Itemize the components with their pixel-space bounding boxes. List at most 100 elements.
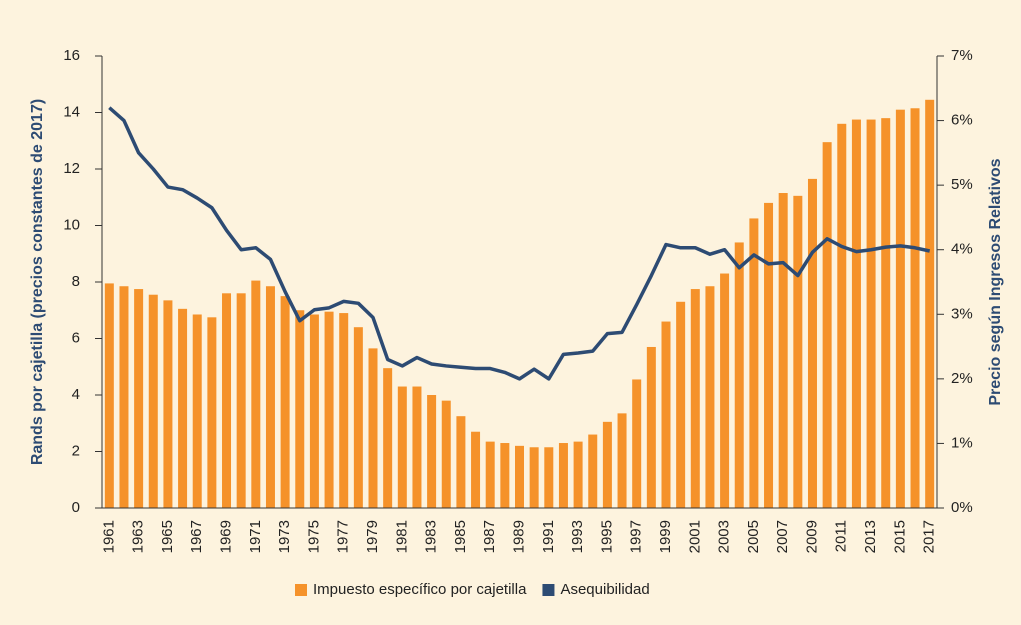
x-tick-label: 1997 [628,520,645,553]
bar [793,195,803,508]
x-tick-label: 1963 [130,520,147,553]
bar [280,296,290,508]
y2-tick-label: 7% [951,47,973,64]
bar [910,108,920,508]
x-tick-label: 2003 [716,520,733,553]
x-tick-label: 2001 [686,520,703,553]
x-tick-label: 1973 [276,520,293,553]
bar [529,447,539,508]
bar [837,123,847,509]
bar [192,314,202,508]
y2-tick-label: 0% [951,499,973,516]
bar [646,346,656,508]
bar [676,301,686,508]
bar [119,286,129,508]
bar [339,313,349,508]
x-tick-label: 1979 [364,520,381,553]
x-tick-label: 1965 [159,520,176,553]
y-axis-label: Rands por cajetilla (precios constantes … [29,99,46,465]
y2-tick-label: 1% [951,434,973,451]
bar [822,142,832,508]
bar [690,289,700,508]
bar [456,416,466,508]
bar [617,413,627,508]
bar [148,294,158,508]
line [108,106,931,381]
y-tick-label: 8 [72,273,80,290]
bar [471,431,481,508]
x-tick-label: 1999 [657,520,674,553]
bar [515,445,524,508]
bar [265,286,275,508]
bar [895,109,905,509]
bar [807,178,817,508]
x-tick-label: 1991 [540,520,557,553]
x-tick-label: 1977 [335,520,352,553]
bar [324,311,334,508]
x-tick-label: 1985 [452,520,469,553]
bar [705,286,715,508]
bar [749,218,759,508]
x-tick-label: 2007 [774,520,791,553]
x-tick-label: 2015 [891,520,908,553]
x-tick-label: 1993 [569,520,586,553]
y2-tick-label: 5% [951,176,973,193]
x-tick-label: 2005 [745,520,762,553]
legend-label: Impuesto específico por cajetilla [313,581,527,598]
bar [500,443,510,508]
bar [441,400,451,508]
x-tick-label: 1961 [100,520,117,553]
y2-tick-label: 4% [951,241,973,258]
x-tick-label: 2011 [833,520,850,552]
bar [163,300,173,508]
x-tick-label: 1981 [393,520,410,553]
y-tick-label: 16 [63,47,80,64]
bar [295,310,305,508]
x-tick-label: 2017 [921,520,938,553]
bar [251,280,261,508]
bar [309,314,319,508]
x-tick-label: 1987 [481,520,498,553]
y-tick-label: 4 [72,386,80,403]
bar [485,441,495,508]
legend-label: Asequibilidad [560,581,649,598]
y2-tick-label: 2% [951,370,973,387]
y-tick-label: 14 [63,103,80,120]
bar [720,273,730,508]
bar [104,283,114,508]
bar [222,293,232,508]
y-tick-label: 10 [63,216,80,233]
x-tick-label: 1975 [305,520,322,553]
x-tick-label: 2009 [803,520,820,553]
y-tick-label: 0 [72,499,80,516]
bar [925,99,935,508]
bar [764,202,774,508]
x-tick-label: 1983 [423,520,440,553]
bar [383,368,393,508]
x-tick-label: 1967 [188,520,205,553]
bar [236,293,246,508]
bar [588,434,598,508]
bar [207,317,217,508]
bar [573,441,583,508]
x-tick-label: 1989 [510,520,527,553]
bar [632,379,642,508]
y-tick-label: 12 [63,160,80,177]
y-tick-label: 6 [72,329,80,346]
bar [558,443,568,508]
x-tick-label: 1971 [247,520,264,553]
x-tick-label: 1969 [217,520,234,553]
y-tick-label: 2 [72,442,80,459]
bar [881,118,891,509]
legend-swatch [295,584,307,596]
y2-axis-label: Precio según Ingresos Relativos [987,158,1004,405]
legend-swatch [542,584,555,596]
bar [544,447,554,508]
y2-tick-label: 3% [951,305,973,322]
bar [661,321,671,508]
x-tick-label: 1995 [598,520,615,553]
bar [353,327,363,508]
bar [134,289,144,508]
